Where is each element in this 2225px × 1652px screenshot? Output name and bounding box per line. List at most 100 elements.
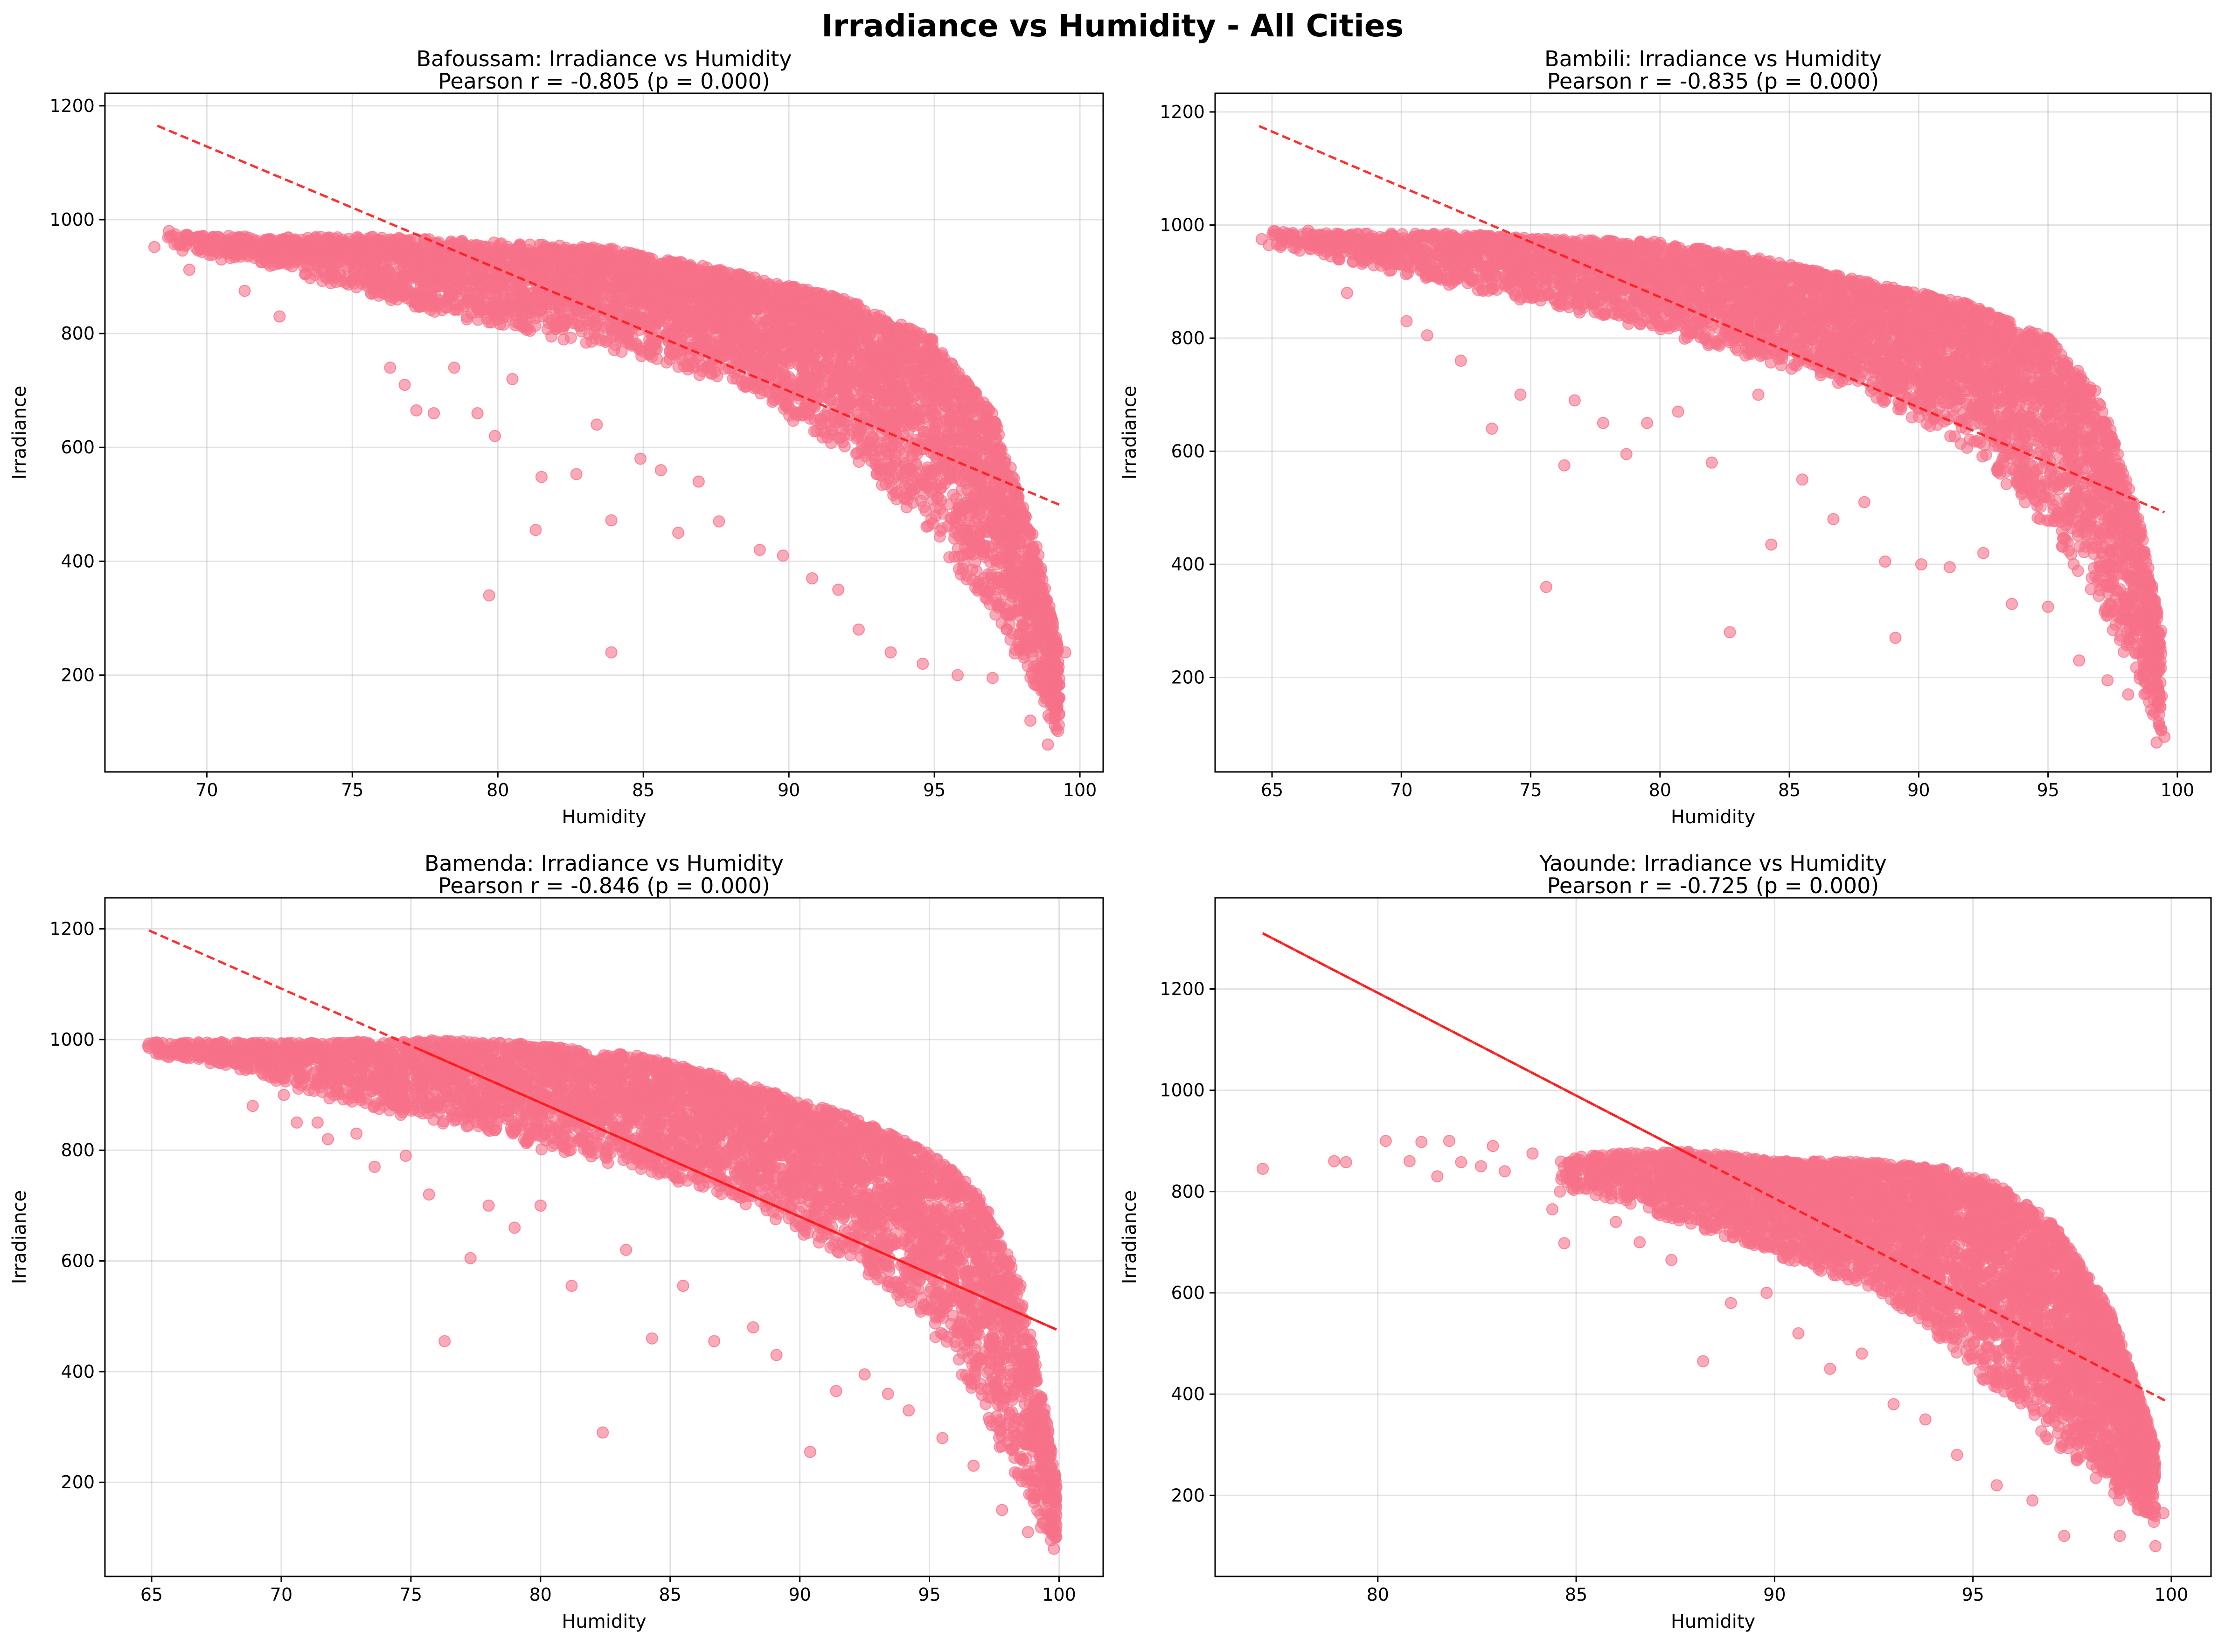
data-point xyxy=(948,433,961,446)
data-point xyxy=(1035,589,1047,602)
data-point xyxy=(934,503,946,515)
data-point xyxy=(696,365,709,377)
data-point xyxy=(749,361,761,374)
data-point xyxy=(899,401,911,414)
data-point xyxy=(314,230,327,243)
data-point xyxy=(956,422,969,435)
data-point xyxy=(825,393,838,406)
data-point xyxy=(445,235,458,248)
data-point xyxy=(1017,620,1030,632)
data-point xyxy=(229,242,241,255)
data-point xyxy=(948,532,960,545)
data-point xyxy=(973,411,986,423)
data-point xyxy=(929,425,941,437)
data-point xyxy=(1009,552,1022,564)
data-point xyxy=(575,243,587,256)
data-point xyxy=(766,300,779,312)
data-point xyxy=(954,568,967,581)
data-point xyxy=(994,556,1007,569)
data-point xyxy=(1052,725,1064,737)
data-point xyxy=(816,375,828,387)
data-point xyxy=(564,332,577,344)
data-point xyxy=(816,431,829,444)
data-point xyxy=(730,354,742,367)
data-point xyxy=(635,262,648,274)
data-point xyxy=(1001,623,1013,636)
data-point xyxy=(322,254,334,266)
data-point xyxy=(984,584,996,597)
data-point xyxy=(1022,659,1034,672)
data-point xyxy=(605,262,617,274)
data-point xyxy=(714,264,727,277)
data-point xyxy=(885,368,898,381)
data-point xyxy=(1006,471,1019,483)
data-point xyxy=(913,349,925,362)
data-point xyxy=(800,369,812,382)
data-point xyxy=(961,533,973,546)
data-point xyxy=(973,576,985,588)
figure-title: Irradiance vs Humidity - All Cities xyxy=(821,8,1404,44)
data-point xyxy=(909,471,922,484)
data-point xyxy=(663,309,675,321)
data-point xyxy=(479,305,492,318)
data-point xyxy=(289,233,302,246)
data-point xyxy=(758,340,771,353)
data-point xyxy=(919,504,932,517)
data-point xyxy=(861,403,874,416)
data-point xyxy=(889,399,901,411)
data-point xyxy=(648,308,661,320)
subplot-title: Bafoussam: Irradiance vs Humidity xyxy=(417,46,792,71)
data-point xyxy=(663,353,676,365)
data-point xyxy=(986,548,998,561)
subplot-grid: Bafoussam: Irradiance vs HumidityPearson… xyxy=(9,46,2212,1632)
data-point xyxy=(463,260,476,273)
data-point xyxy=(846,349,859,361)
data-point xyxy=(1005,493,1017,506)
data-point xyxy=(978,431,991,444)
data-point xyxy=(875,372,888,384)
data-point xyxy=(980,401,993,413)
data-point xyxy=(959,451,971,463)
data-point xyxy=(406,253,418,265)
data-point xyxy=(615,346,628,358)
data-point xyxy=(588,327,601,340)
data-point xyxy=(591,243,604,256)
data-point xyxy=(947,488,960,501)
data-point xyxy=(656,257,669,270)
data-point xyxy=(841,419,854,432)
data-point xyxy=(969,493,982,506)
data-point xyxy=(1046,659,1059,672)
data-point xyxy=(1021,556,1033,569)
data-point xyxy=(961,411,974,423)
data-point xyxy=(970,387,982,400)
data-point xyxy=(287,248,300,261)
data-point xyxy=(335,275,348,287)
data-point xyxy=(934,524,947,537)
data-point xyxy=(852,322,864,334)
data-point xyxy=(981,519,994,532)
data-point xyxy=(842,299,855,312)
data-point xyxy=(350,250,363,263)
data-point xyxy=(702,302,715,315)
data-point xyxy=(895,420,908,432)
data-point xyxy=(210,236,223,249)
data-point xyxy=(823,361,836,374)
data-point xyxy=(998,538,1011,550)
data-point xyxy=(524,238,536,251)
data-point xyxy=(905,483,918,495)
data-point xyxy=(960,387,972,399)
data-point xyxy=(1023,590,1036,602)
data-point xyxy=(351,231,364,243)
data-point xyxy=(900,501,913,514)
data-point xyxy=(577,267,589,279)
data-point xyxy=(473,271,485,284)
data-point xyxy=(728,340,740,353)
data-point xyxy=(1008,647,1021,659)
data-point xyxy=(953,503,965,515)
data-point xyxy=(815,414,827,426)
data-point xyxy=(872,312,885,325)
data-point xyxy=(920,521,933,533)
data-point xyxy=(959,468,971,481)
subplot-stats: Pearson r = -0.805 (p = 0.000) xyxy=(438,69,770,94)
